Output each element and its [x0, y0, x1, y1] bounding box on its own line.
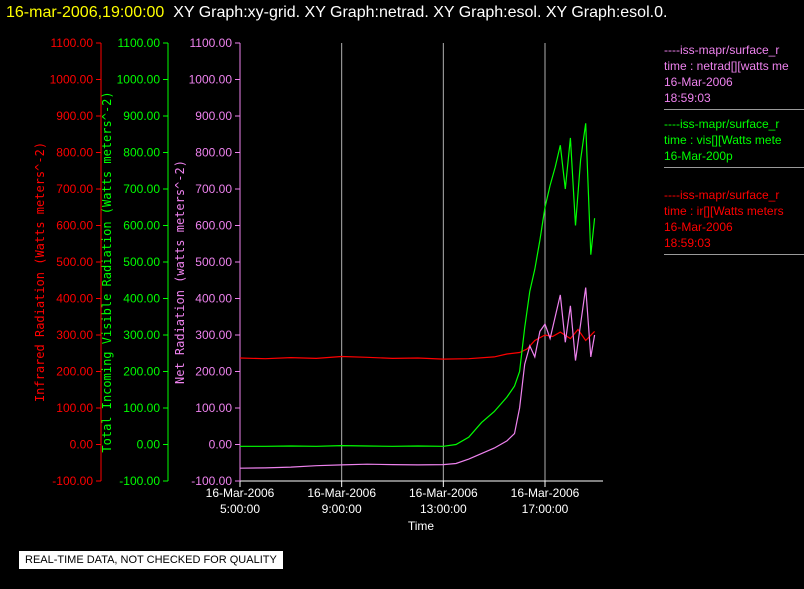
y-tick-label: 1100.00 — [51, 36, 94, 50]
y-tick-label: 700.00 — [123, 182, 160, 196]
y-tick-label: 700.00 — [56, 182, 93, 196]
y-tick-label: 1000.00 — [117, 73, 161, 87]
legend-entry-line: time : ir[][Watts meters — [664, 204, 784, 218]
series-line-netrad — [239, 287, 596, 469]
quality-note: REAL-TIME DATA, NOT CHECKED FOR QUALITY — [18, 550, 284, 570]
y-tick-label: 1100.00 — [118, 36, 161, 50]
y-tick-label: 800.00 — [56, 146, 93, 160]
x-tick-time: 17:00:00 — [522, 502, 569, 516]
y-tick-label: 600.00 — [195, 219, 232, 233]
x-axis-label: Time — [408, 519, 435, 533]
legend-entry-line: ----iss-mapr/surface_r — [664, 117, 780, 131]
y-tick-label: 200.00 — [123, 365, 160, 379]
y-tick-label: 800.00 — [123, 146, 160, 160]
y-axis-label-2: Total Incoming Visible Radiation (Watts … — [100, 91, 114, 452]
y-tick-label: 400.00 — [123, 292, 160, 306]
y-tick-label: 100.00 — [56, 401, 93, 415]
y-axis-label-3: Net Radiation (watts meters^-2) — [173, 160, 187, 384]
y-tick-label: 900.00 — [123, 109, 160, 123]
legend-entry-line: 18:59:03 — [664, 236, 711, 250]
header-timestamp: 16-mar-2006,19:00:00 — [6, 4, 165, 21]
y-tick-label: -100.00 — [191, 474, 232, 488]
x-tick-date: 16-Mar-2006 — [511, 486, 580, 500]
series-line-ir — [239, 328, 596, 360]
y-tick-label: 400.00 — [56, 292, 93, 306]
y-tick-label: 900.00 — [56, 109, 93, 123]
x-tick-date: 16-Mar-2006 — [206, 486, 275, 500]
y-tick-label: 600.00 — [56, 219, 93, 233]
y-tick-label: 800.00 — [195, 146, 232, 160]
y-tick-label: 1000.00 — [50, 73, 94, 87]
y-tick-label: 900.00 — [195, 109, 232, 123]
y-tick-label: 200.00 — [56, 365, 93, 379]
y-tick-label: 1100.00 — [190, 36, 233, 50]
legend-separator — [664, 167, 804, 168]
legend-entry-line: 16-Mar-200p — [664, 149, 733, 163]
legend-entry-line: 16-Mar-2006 — [664, 75, 733, 89]
x-tick-date: 16-Mar-2006 — [307, 486, 376, 500]
y-tick-label: 500.00 — [123, 255, 160, 269]
legend-entry-line: ----iss-mapr/surface_r — [664, 188, 780, 202]
x-tick-date: 16-Mar-2006 — [409, 486, 478, 500]
y-tick-label: 500.00 — [195, 255, 232, 269]
y-tick-label: 100.00 — [195, 401, 232, 415]
y-tick-label: 300.00 — [195, 328, 232, 342]
y-tick-label: 0.00 — [209, 438, 233, 452]
y-tick-label: -100.00 — [52, 474, 93, 488]
series-line-vis — [240, 123, 596, 447]
x-tick-time: 13:00:00 — [420, 502, 467, 516]
header-bar: 16-mar-2006,19:00:00 XY Graph:xy-grid. X… — [6, 3, 804, 25]
y-tick-label: 400.00 — [195, 292, 232, 306]
y-tick-label: -100.00 — [119, 474, 160, 488]
legend-separator — [664, 254, 804, 255]
y-tick-label: 700.00 — [195, 182, 232, 196]
x-tick-time: 5:00:00 — [220, 502, 260, 516]
y-tick-label: 600.00 — [123, 219, 160, 233]
legend-separator — [664, 109, 804, 110]
y-tick-label: 0.00 — [70, 438, 94, 452]
header-graph-titles: XY Graph:xy-grid. XY Graph:netrad. XY Gr… — [173, 4, 668, 21]
y-tick-label: 500.00 — [56, 255, 93, 269]
legend-entry-line: ----iss-mapr/surface_r — [664, 43, 780, 57]
legend-entry-line: 18:59:03 — [664, 91, 711, 105]
y-tick-label: 200.00 — [195, 365, 232, 379]
legend-entry-line: time : vis[][Watts mete — [664, 133, 782, 147]
y-tick-label: 0.00 — [137, 438, 161, 452]
y-tick-label: 1000.00 — [189, 73, 233, 87]
y-tick-label: 300.00 — [56, 328, 93, 342]
y-tick-label: 100.00 — [123, 401, 160, 415]
y-axis-label-1: Infrared Radiation (Watts meters^-2) — [33, 142, 47, 402]
y-tick-label: 300.00 — [123, 328, 160, 342]
legend-entry-line: time : netrad[][watts me — [664, 59, 789, 73]
legend-entry-line: 16-Mar-2006 — [664, 220, 733, 234]
x-tick-time: 9:00:00 — [322, 502, 362, 516]
